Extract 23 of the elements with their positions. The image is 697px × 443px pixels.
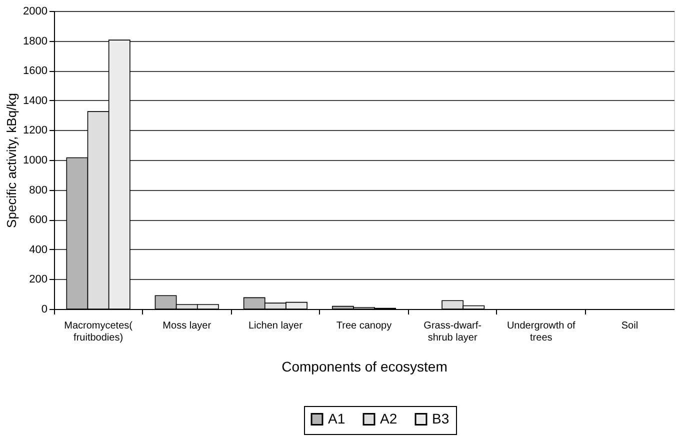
y-tick-label: 1400 (23, 94, 48, 107)
y-tick-label: 600 (29, 214, 48, 226)
x-tick-label: Undergrowth of trees (506, 320, 576, 344)
x-tick-label: Macromycetes( fruitbodies) (64, 320, 134, 344)
legend-label: A2 (380, 410, 398, 426)
y-tick-label: 2000 (23, 6, 48, 18)
y-tick-label: 0 (41, 304, 48, 316)
x-tick-label: Soil (621, 320, 638, 332)
y-tick-label: 800 (29, 184, 48, 196)
y-tick-label: 1000 (23, 154, 48, 166)
y-tick-label: 1800 (23, 35, 48, 48)
x-tick-label: Moss layer (162, 320, 212, 332)
legend-label: B3 (432, 410, 450, 426)
x-tick-label: Tree canopy (336, 320, 392, 332)
y-tick-label: 1200 (23, 124, 48, 137)
y-axis-title: Specific activity, kBq/kg (4, 93, 20, 228)
y-tick-label: 1600 (23, 65, 48, 78)
y-tick-label: 200 (29, 274, 48, 286)
x-tick-label: Lichen layer (248, 320, 304, 332)
legend-label: A1 (328, 410, 346, 426)
x-axis-title: Components of ecosystem (282, 358, 448, 374)
x-tick-label: Grass-dwarf-shrub layer (424, 320, 482, 344)
y-tick-label: 400 (29, 244, 48, 256)
